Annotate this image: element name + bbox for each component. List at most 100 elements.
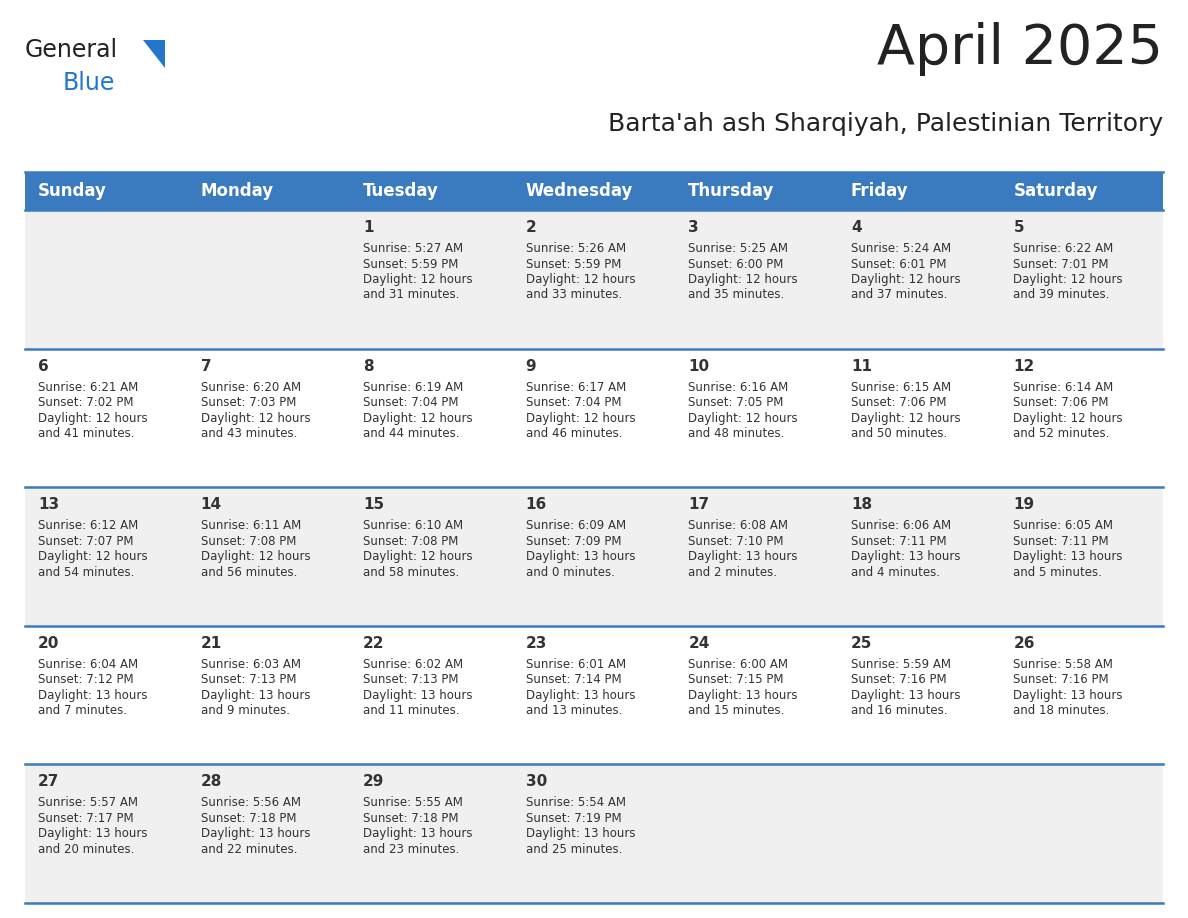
Text: Daylight: 12 hours: Daylight: 12 hours: [201, 411, 310, 425]
Text: Sunset: 5:59 PM: Sunset: 5:59 PM: [364, 258, 459, 271]
Text: Sunrise: 6:15 AM: Sunrise: 6:15 AM: [851, 381, 950, 394]
Text: Sunrise: 6:09 AM: Sunrise: 6:09 AM: [526, 520, 626, 532]
Text: 29: 29: [364, 775, 385, 789]
Text: Daylight: 12 hours: Daylight: 12 hours: [201, 550, 310, 564]
Text: Sunrise: 6:08 AM: Sunrise: 6:08 AM: [688, 520, 789, 532]
Text: Sunset: 7:18 PM: Sunset: 7:18 PM: [201, 812, 296, 825]
Text: Blue: Blue: [63, 71, 115, 95]
Text: Daylight: 13 hours: Daylight: 13 hours: [688, 550, 798, 564]
Text: and 35 minutes.: and 35 minutes.: [688, 288, 784, 301]
Text: Sunset: 6:00 PM: Sunset: 6:00 PM: [688, 258, 784, 271]
Text: Daylight: 12 hours: Daylight: 12 hours: [688, 273, 798, 286]
Text: Sunrise: 5:54 AM: Sunrise: 5:54 AM: [526, 797, 626, 810]
Text: 20: 20: [38, 636, 59, 651]
Text: Sunrise: 6:22 AM: Sunrise: 6:22 AM: [1013, 242, 1113, 255]
Text: Daylight: 13 hours: Daylight: 13 hours: [38, 688, 147, 701]
Text: Sunset: 7:06 PM: Sunset: 7:06 PM: [851, 396, 947, 409]
Text: and 50 minutes.: and 50 minutes.: [851, 427, 947, 440]
Text: Daylight: 13 hours: Daylight: 13 hours: [1013, 688, 1123, 701]
Text: 14: 14: [201, 498, 222, 512]
Text: Sunrise: 5:58 AM: Sunrise: 5:58 AM: [1013, 658, 1113, 671]
Text: Daylight: 13 hours: Daylight: 13 hours: [526, 827, 636, 840]
Text: and 23 minutes.: and 23 minutes.: [364, 843, 460, 856]
Text: Daylight: 12 hours: Daylight: 12 hours: [364, 411, 473, 425]
Text: Sunrise: 5:59 AM: Sunrise: 5:59 AM: [851, 658, 950, 671]
Text: and 4 minutes.: and 4 minutes.: [851, 565, 940, 578]
FancyBboxPatch shape: [25, 765, 1163, 903]
Text: Sunset: 7:16 PM: Sunset: 7:16 PM: [1013, 673, 1110, 687]
Text: Sunrise: 6:21 AM: Sunrise: 6:21 AM: [38, 381, 138, 394]
Text: Saturday: Saturday: [1013, 182, 1098, 200]
FancyBboxPatch shape: [25, 172, 1163, 210]
Text: and 5 minutes.: and 5 minutes.: [1013, 565, 1102, 578]
Text: Sunrise: 6:02 AM: Sunrise: 6:02 AM: [364, 658, 463, 671]
FancyBboxPatch shape: [25, 210, 1163, 349]
Text: Sunrise: 6:05 AM: Sunrise: 6:05 AM: [1013, 520, 1113, 532]
Text: 6: 6: [38, 359, 49, 374]
Text: Daylight: 13 hours: Daylight: 13 hours: [364, 827, 473, 840]
Text: 17: 17: [688, 498, 709, 512]
Text: 9: 9: [526, 359, 536, 374]
Text: Daylight: 12 hours: Daylight: 12 hours: [851, 411, 960, 425]
Text: Sunrise: 6:19 AM: Sunrise: 6:19 AM: [364, 381, 463, 394]
Text: Sunset: 7:06 PM: Sunset: 7:06 PM: [1013, 396, 1108, 409]
Text: Sunset: 7:02 PM: Sunset: 7:02 PM: [38, 396, 133, 409]
Text: Sunrise: 6:10 AM: Sunrise: 6:10 AM: [364, 520, 463, 532]
Text: 5: 5: [1013, 220, 1024, 235]
Text: Sunrise: 6:01 AM: Sunrise: 6:01 AM: [526, 658, 626, 671]
Text: Daylight: 12 hours: Daylight: 12 hours: [38, 411, 147, 425]
Text: Sunset: 7:14 PM: Sunset: 7:14 PM: [526, 673, 621, 687]
Text: Daylight: 13 hours: Daylight: 13 hours: [38, 827, 147, 840]
Text: Daylight: 13 hours: Daylight: 13 hours: [526, 688, 636, 701]
Text: Barta'ah ash Sharqiyah, Palestinian Territory: Barta'ah ash Sharqiyah, Palestinian Terr…: [608, 112, 1163, 136]
Text: Sunset: 7:08 PM: Sunset: 7:08 PM: [364, 534, 459, 548]
Text: Sunset: 7:08 PM: Sunset: 7:08 PM: [201, 534, 296, 548]
Text: Sunset: 7:19 PM: Sunset: 7:19 PM: [526, 812, 621, 825]
Text: Sunset: 7:16 PM: Sunset: 7:16 PM: [851, 673, 947, 687]
Text: General: General: [25, 38, 118, 62]
Text: and 37 minutes.: and 37 minutes.: [851, 288, 947, 301]
Text: 18: 18: [851, 498, 872, 512]
Text: Thursday: Thursday: [688, 182, 775, 200]
Text: Daylight: 12 hours: Daylight: 12 hours: [1013, 273, 1123, 286]
Text: Sunrise: 6:06 AM: Sunrise: 6:06 AM: [851, 520, 950, 532]
Text: Daylight: 13 hours: Daylight: 13 hours: [688, 688, 798, 701]
Text: 21: 21: [201, 636, 222, 651]
Text: and 54 minutes.: and 54 minutes.: [38, 565, 134, 578]
Text: Sunrise: 5:27 AM: Sunrise: 5:27 AM: [364, 242, 463, 255]
Text: Daylight: 13 hours: Daylight: 13 hours: [201, 827, 310, 840]
Text: 2: 2: [526, 220, 537, 235]
Text: and 18 minutes.: and 18 minutes.: [1013, 704, 1110, 717]
Text: Sunset: 7:11 PM: Sunset: 7:11 PM: [851, 534, 947, 548]
Text: 3: 3: [688, 220, 699, 235]
Text: Daylight: 12 hours: Daylight: 12 hours: [688, 411, 798, 425]
Text: Sunset: 7:04 PM: Sunset: 7:04 PM: [526, 396, 621, 409]
Text: Sunrise: 5:56 AM: Sunrise: 5:56 AM: [201, 797, 301, 810]
Text: and 52 minutes.: and 52 minutes.: [1013, 427, 1110, 440]
Text: 13: 13: [38, 498, 59, 512]
Text: and 25 minutes.: and 25 minutes.: [526, 843, 623, 856]
Text: 8: 8: [364, 359, 374, 374]
Text: 16: 16: [526, 498, 546, 512]
Text: and 9 minutes.: and 9 minutes.: [201, 704, 290, 717]
Text: and 33 minutes.: and 33 minutes.: [526, 288, 623, 301]
Text: Sunset: 7:12 PM: Sunset: 7:12 PM: [38, 673, 133, 687]
Text: 12: 12: [1013, 359, 1035, 374]
Text: Daylight: 12 hours: Daylight: 12 hours: [526, 411, 636, 425]
Text: and 48 minutes.: and 48 minutes.: [688, 427, 784, 440]
Text: Sunrise: 6:03 AM: Sunrise: 6:03 AM: [201, 658, 301, 671]
Text: Sunrise: 6:16 AM: Sunrise: 6:16 AM: [688, 381, 789, 394]
Text: Sunrise: 5:25 AM: Sunrise: 5:25 AM: [688, 242, 789, 255]
Text: and 20 minutes.: and 20 minutes.: [38, 843, 134, 856]
Text: Sunset: 7:07 PM: Sunset: 7:07 PM: [38, 534, 133, 548]
Text: 25: 25: [851, 636, 872, 651]
Text: Daylight: 12 hours: Daylight: 12 hours: [1013, 411, 1123, 425]
Text: Daylight: 12 hours: Daylight: 12 hours: [526, 273, 636, 286]
Text: Sunrise: 5:55 AM: Sunrise: 5:55 AM: [364, 797, 463, 810]
Text: Sunset: 7:13 PM: Sunset: 7:13 PM: [364, 673, 459, 687]
Text: Sunset: 7:10 PM: Sunset: 7:10 PM: [688, 534, 784, 548]
FancyBboxPatch shape: [25, 487, 1163, 626]
Text: 1: 1: [364, 220, 374, 235]
Text: Sunset: 5:59 PM: Sunset: 5:59 PM: [526, 258, 621, 271]
Text: Sunset: 6:01 PM: Sunset: 6:01 PM: [851, 258, 947, 271]
